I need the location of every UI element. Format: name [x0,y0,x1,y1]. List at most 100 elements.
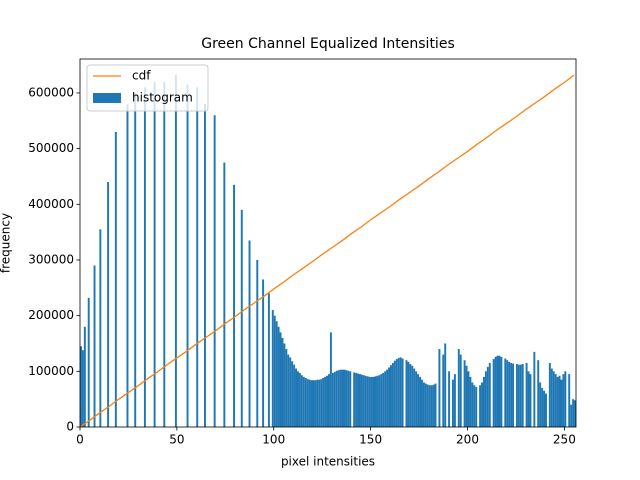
histogram-bar [541,388,544,427]
histogram-bar [80,346,82,427]
histogram-bar [401,358,404,427]
histogram-bar [360,374,363,427]
histogram-bar [457,349,460,427]
chart-title: Green Channel Equalized Intensities [201,36,454,52]
histogram-bar [393,360,396,427]
legend-patch [93,93,121,103]
histogram-bar [484,371,487,427]
histogram-bar [326,375,328,427]
histogram-bar [349,371,352,427]
histogram-bar [287,354,290,427]
histogram-bar [256,259,259,427]
histogram-bar [426,384,429,427]
histogram-bar [310,380,313,427]
histogram-bar [281,337,284,427]
histogram-bar [134,92,137,427]
histogram-bar [380,374,383,427]
histogram-bar [537,360,540,427]
histogram-bar [475,386,478,427]
histogram-bar [366,376,369,427]
histogram-bar [289,357,292,427]
histogram-bar [384,371,387,427]
histogram-bar [533,351,536,427]
histogram-bar [448,371,451,427]
histogram-bar [483,376,485,427]
legend-label: cdf [132,69,151,83]
histogram-bar [302,376,305,427]
histogram-bar [424,383,427,427]
histogram-bar [407,361,410,427]
y-tick-label: 100000 [28,364,74,378]
histogram-bar [312,380,315,427]
histogram-bar [564,371,567,427]
histogram-bar [223,162,226,428]
x-tick-label: 150 [359,433,382,447]
histogram-bar [442,354,445,427]
histogram-bar [473,385,476,427]
histogram-bar [500,356,503,427]
histogram-bar [87,297,90,427]
histogram-bar [298,372,301,427]
histogram-bar [413,368,416,427]
histogram-bar [372,376,375,427]
histogram-bar [430,385,433,427]
histogram-bar [568,374,571,427]
histogram-bar [558,375,561,427]
histogram-bar [562,374,565,427]
x-tick-label: 250 [553,433,576,447]
histogram-bar [374,376,377,427]
histogram-bar [126,104,129,427]
histogram-bar [512,363,514,427]
histogram-bar [469,376,472,427]
histogram-bar [444,343,447,427]
histogram-bar [508,361,511,427]
histogram-bar [295,368,297,427]
histogram-bar [324,376,327,427]
histogram-bar [504,358,507,427]
histogram-bar [382,372,385,427]
y-tick-label: 600000 [28,85,74,99]
histogram-bar [262,279,265,427]
histogram-bar [339,369,342,427]
histogram-bar [391,362,394,427]
x-tick-label: 200 [456,433,479,447]
histogram-bar [335,370,338,427]
histogram-bar [285,349,288,427]
histogram-bar [459,354,462,427]
histogram-bar [291,361,294,427]
histogram-bar [368,376,371,427]
histogram-bar [107,182,110,427]
histogram-bar [386,369,389,427]
histogram-bar [517,364,520,427]
histogram-bar [300,375,303,427]
histogram-bar [153,81,156,427]
histogram-bar [428,385,431,427]
y-tick-label: 300000 [28,252,74,266]
histogram-bar [328,374,330,427]
histogram-bar [570,404,573,427]
histogram-bar [186,84,189,427]
y-tick-label: 400000 [28,197,74,211]
histogram-bar [438,349,441,427]
histogram-bar [329,332,332,427]
histogram-bar [388,367,390,427]
histogram-bar [515,364,518,427]
histogram-bar [572,399,575,427]
histogram-bar [283,343,286,427]
histogram-bar [496,355,499,427]
histogram-bar [114,131,117,427]
histogram-bar [399,357,402,427]
histogram-bar [521,364,524,427]
histogram-bar [341,369,344,427]
histogram-bar [331,372,334,427]
histogram-bar [552,371,555,427]
histogram-bar [471,382,474,427]
y-tick-label: 200000 [28,308,74,322]
histogram-bar [488,362,491,427]
histogram-bar [279,332,282,427]
histogram-bar [463,360,466,427]
x-tick-label: 0 [76,433,84,447]
x-tick-label: 100 [262,433,285,447]
y-tick-label: 500000 [28,141,74,155]
histogram-bar [574,400,576,427]
